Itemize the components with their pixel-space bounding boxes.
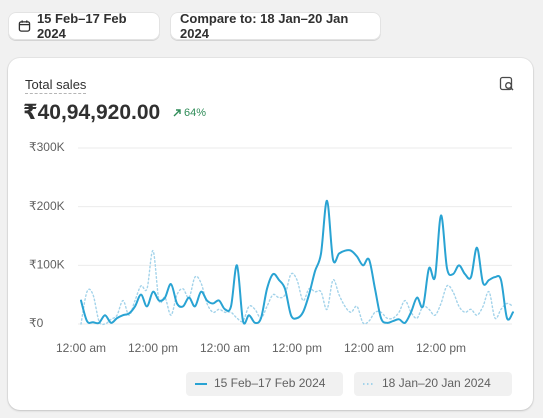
x-tick-label: 12:00 am	[200, 341, 250, 355]
compare-range: Compare to: 18 Jan–20 Jan 2024	[180, 11, 349, 41]
calendar-icon	[18, 20, 31, 32]
y-tick-label: ₹300K	[29, 140, 65, 154]
metric-value: ₹40,94,920.00	[23, 101, 161, 124]
legend-item[interactable]: 15 Feb–17 Feb 2024	[186, 372, 343, 396]
legend-label: 15 Feb–17 Feb 2024	[214, 376, 326, 390]
sales-card: Total sales ₹40,94,920.00 64%	[8, 58, 533, 410]
y-tick-label: ₹200K	[29, 199, 65, 213]
legend-label: 18 Jan–20 Jan 2024	[382, 376, 491, 390]
y-tick-label: ₹100K	[29, 258, 65, 272]
x-tick-label: 12:00 am	[56, 341, 106, 355]
x-tick-label: 12:00 pm	[272, 341, 322, 355]
metric-label[interactable]: Total sales	[25, 77, 87, 94]
date-range-button[interactable]: 15 Feb–17 Feb 2024	[8, 11, 160, 41]
series-line	[80, 249, 514, 326]
x-tick-label: 12:00 pm	[416, 341, 466, 355]
y-tick-label: ₹0	[29, 316, 44, 330]
legend-item[interactable]: 18 Jan–20 Jan 2024	[354, 372, 512, 396]
legend-box	[186, 372, 343, 396]
change-value: 64%	[184, 107, 207, 119]
x-tick-label: 12:00 pm	[128, 341, 178, 355]
explore-icon[interactable]	[499, 76, 515, 92]
compare-button[interactable]: Compare to: 18 Jan–20 Jan 2024	[170, 11, 381, 41]
legend-box	[354, 372, 512, 396]
series-line	[80, 199, 514, 325]
up-arrow	[173, 109, 181, 117]
metric-change: 64%	[173, 107, 206, 119]
x-tick-label: 12:00 am	[344, 341, 394, 355]
date-range: 15 Feb–17 Feb 2024	[36, 11, 127, 41]
